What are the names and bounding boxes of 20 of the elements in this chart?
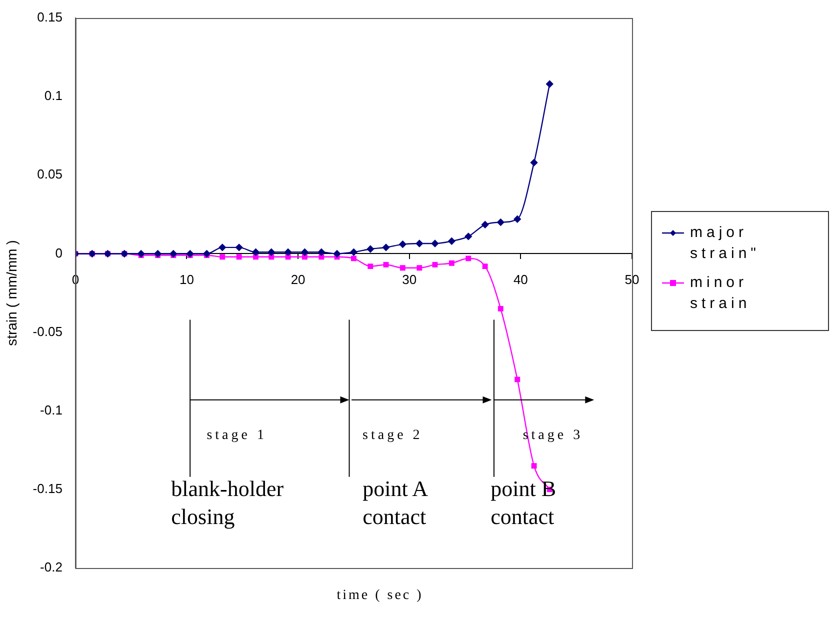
y-tick-label: -0.15 <box>32 481 62 496</box>
annotation: point A contact <box>362 475 428 532</box>
x-tick-label: 10 <box>180 272 194 288</box>
y-tick-label: -0.1 <box>40 402 62 418</box>
y-tick-label: 0.1 <box>44 88 62 104</box>
annotation: blank-holder closing <box>171 475 285 532</box>
y-tick-label: 0.15 <box>37 10 62 25</box>
legend-label: minor strain <box>690 273 752 314</box>
x-axis-title: time ( sec ) <box>336 588 424 604</box>
y-tick-label: -0.2 <box>40 560 62 575</box>
annotation: stage 2 <box>362 428 424 444</box>
x-tick-label: 40 <box>513 272 528 288</box>
y-axis-title: strain ( mm/mm ) <box>3 240 20 346</box>
y-tick-label: -0.05 <box>32 324 62 339</box>
x-tick-label: 20 <box>290 272 306 288</box>
y-tick-label: 0.05 <box>37 166 62 182</box>
y-tick-label: 0 <box>55 245 62 260</box>
legend-label: major strain" <box>690 223 762 264</box>
annotation: stage 1 <box>206 428 268 444</box>
x-tick-label: 30 <box>402 272 417 288</box>
